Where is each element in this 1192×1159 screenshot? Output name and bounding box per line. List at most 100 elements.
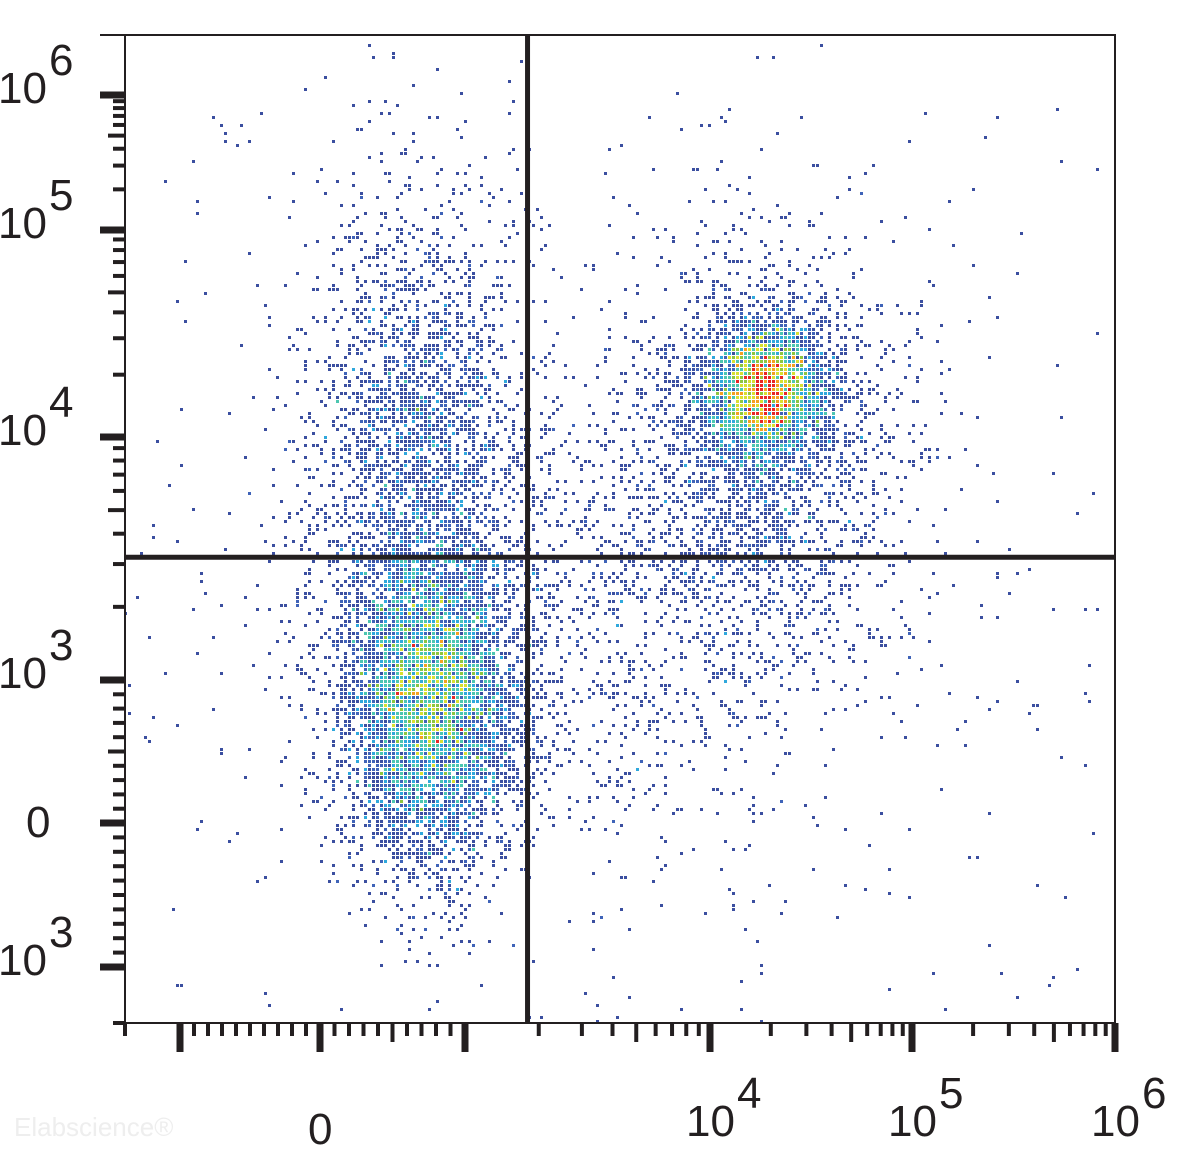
- density-cell: [416, 592, 419, 595]
- density-cell: [404, 184, 407, 187]
- density-cell: [312, 516, 315, 519]
- density-cell: [380, 160, 383, 163]
- density-cell: [536, 680, 539, 683]
- density-cell: [456, 616, 459, 619]
- density-cell: [284, 756, 287, 759]
- density-cell: [436, 444, 439, 447]
- density-cell: [472, 548, 475, 551]
- density-cell: [480, 464, 483, 467]
- density-cell: [432, 656, 435, 659]
- density-cell: [512, 944, 515, 947]
- density-cell: [428, 364, 431, 367]
- density-cell: [380, 592, 383, 595]
- density-cell: [512, 680, 515, 683]
- density-cell: [364, 456, 367, 459]
- density-cell: [808, 404, 811, 407]
- density-cell: [468, 280, 471, 283]
- density-cell: [364, 604, 367, 607]
- density-cell: [448, 684, 451, 687]
- density-cell: [284, 604, 287, 607]
- density-cell: [476, 580, 479, 583]
- density-cell: [476, 760, 479, 763]
- density-cell: [300, 508, 303, 511]
- density-cell: [396, 280, 399, 283]
- density-cell: [476, 712, 479, 715]
- density-cell: [448, 572, 451, 575]
- density-cell: [436, 752, 439, 755]
- density-cell: [548, 712, 551, 715]
- density-cell: [484, 444, 487, 447]
- density-cell: [396, 308, 399, 311]
- density-cell: [620, 372, 623, 375]
- density-cell: [408, 756, 411, 759]
- density-cell: [352, 312, 355, 315]
- density-cell: [408, 524, 411, 527]
- density-cell: [360, 532, 363, 535]
- density-cell: [388, 740, 391, 743]
- density-cell: [368, 432, 371, 435]
- density-cell: [348, 636, 351, 639]
- density-cell: [356, 400, 359, 403]
- density-cell: [516, 728, 519, 731]
- density-cell: [344, 672, 347, 675]
- density-cell: [348, 384, 351, 387]
- density-cell: [500, 488, 503, 491]
- density-cell: [444, 844, 447, 847]
- density-cell: [376, 576, 379, 579]
- density-cell: [516, 636, 519, 639]
- density-cell: [400, 788, 403, 791]
- density-cell: [484, 776, 487, 779]
- density-cell: [512, 684, 515, 687]
- density-cell: [388, 772, 391, 775]
- density-cell: [460, 592, 463, 595]
- density-cell: [476, 728, 479, 731]
- density-cell: [456, 428, 459, 431]
- density-cell: [480, 652, 483, 655]
- density-cell: [448, 800, 451, 803]
- density-cell: [432, 792, 435, 795]
- density-cell: [432, 812, 435, 815]
- density-cell: [440, 640, 443, 643]
- density-cell: [372, 580, 375, 583]
- density-cell: [472, 500, 475, 503]
- density-cell: [740, 356, 743, 359]
- density-cell: [536, 668, 539, 671]
- density-cell: [464, 364, 467, 367]
- density-cell: [476, 808, 479, 811]
- density-cell: [532, 484, 535, 487]
- density-cell: [352, 496, 355, 499]
- density-cell: [604, 356, 607, 359]
- density-cell: [448, 476, 451, 479]
- density-cell: [392, 516, 395, 519]
- density-cell: [436, 736, 439, 739]
- density-cell: [404, 360, 407, 363]
- density-cell: [420, 736, 423, 739]
- density-cell: [432, 844, 435, 847]
- density-cell: [444, 724, 447, 727]
- density-cell: [412, 388, 415, 391]
- density-cell: [384, 416, 387, 419]
- density-cell: [496, 604, 499, 607]
- density-cell: [376, 256, 379, 259]
- density-cell: [448, 736, 451, 739]
- density-cell: [384, 840, 387, 843]
- density-cell: [340, 632, 343, 635]
- density-cell: [440, 404, 443, 407]
- density-cell: [400, 836, 403, 839]
- density-cell: [440, 740, 443, 743]
- density-cell: [504, 468, 507, 471]
- density-cell: [352, 836, 355, 839]
- density-cell: [356, 700, 359, 703]
- density-cell: [416, 800, 419, 803]
- density-cell: [424, 576, 427, 579]
- density-cell: [332, 452, 335, 455]
- density-cell: [408, 368, 411, 371]
- density-cell: [436, 760, 439, 763]
- density-cell: [460, 736, 463, 739]
- density-cell: [468, 404, 471, 407]
- density-cell: [456, 752, 459, 755]
- density-cell: [312, 752, 315, 755]
- density-cell: [436, 416, 439, 419]
- density-cell: [400, 448, 403, 451]
- density-cell: [364, 760, 367, 763]
